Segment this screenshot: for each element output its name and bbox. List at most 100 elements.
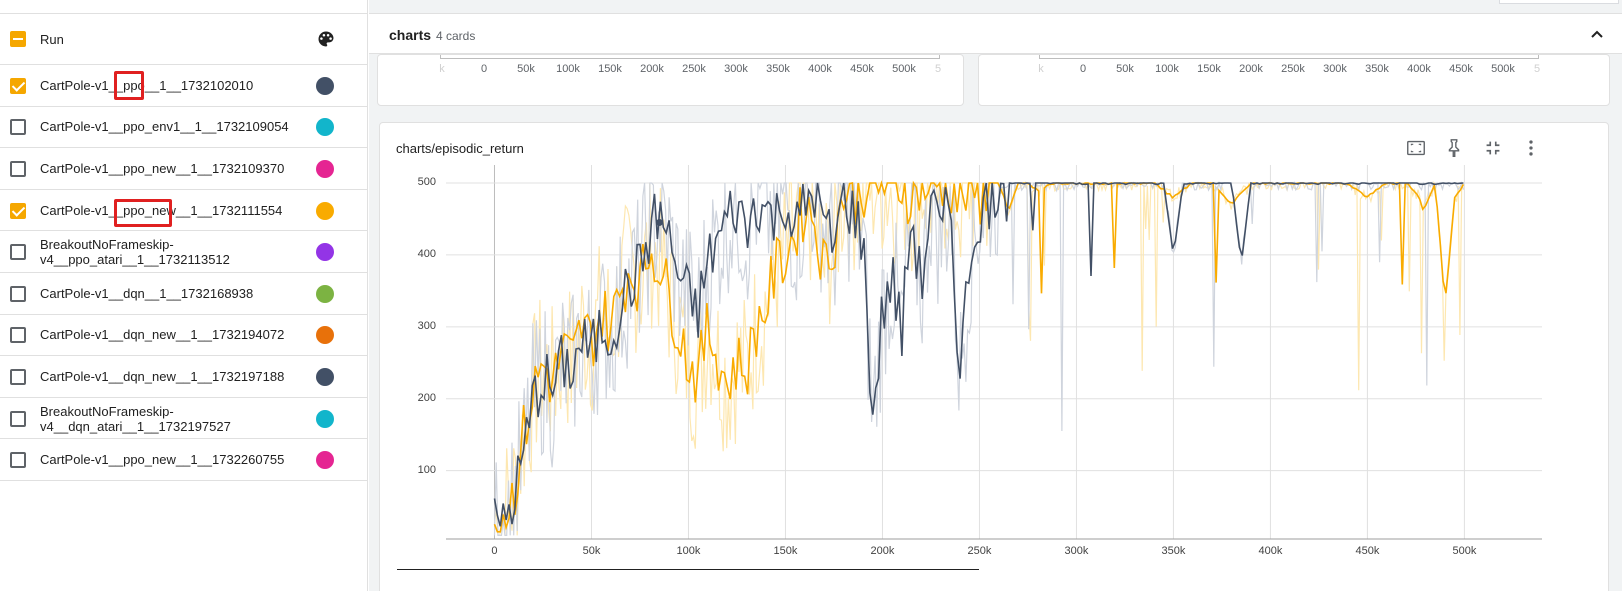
- episodic-return-plot[interactable]: [380, 123, 1610, 583]
- run-row[interactable]: CartPole-v1__ppo_env1__1__1732109054: [0, 107, 368, 149]
- run-color-swatch[interactable]: [316, 118, 334, 137]
- run-color-swatch[interactable]: [316, 201, 334, 220]
- fullscreen-exit-icon[interactable]: [1482, 137, 1504, 159]
- run-name: BreakoutNoFrameskip-v4__ppo_atari__1__17…: [40, 237, 290, 267]
- run-name: CartPole-v1__ppo_new__1__1732109370: [40, 160, 285, 176]
- run-row[interactable]: BreakoutNoFrameskip-v4__dqn_atari__1__17…: [0, 398, 368, 440]
- y-tick-label: 100: [417, 463, 436, 476]
- mini-x-tick: 100k: [1155, 63, 1179, 75]
- mini-x-tick-faded: k: [1038, 63, 1044, 75]
- main-top-strip: [369, 0, 1622, 14]
- run-row[interactable]: CartPole-v1__dqn_new__1__1732197188: [0, 356, 368, 398]
- run-color-swatch[interactable]: [316, 367, 334, 386]
- mini-x-tick: 50k: [1116, 63, 1134, 75]
- run-color-swatch[interactable]: [316, 284, 334, 303]
- sidebar-top-strip: [0, 0, 368, 14]
- mini-axis-line: [1039, 55, 1539, 59]
- x-tick-label: 300k: [1064, 545, 1089, 557]
- mini-x-tick-faded: 5: [1533, 63, 1541, 75]
- more-vert-icon[interactable]: [1520, 137, 1542, 159]
- y-tick-label: 300: [417, 319, 436, 332]
- top-toolbar-tabs[interactable]: [1499, 0, 1619, 4]
- run-name: CartPole-v1__dqn_new__1__1732194072: [40, 327, 285, 343]
- run-name-line-2: v4__dqn_atari__1__1732197527: [40, 418, 231, 434]
- mini-x-tick: 50k: [517, 63, 535, 75]
- mini-x-tick: 450k: [1449, 63, 1473, 75]
- run-checkbox[interactable]: [10, 119, 26, 136]
- run-row[interactable]: CartPole-v1__ppo__1__1732102010: [0, 65, 368, 107]
- runs-header-label: Run: [40, 32, 64, 47]
- run-row[interactable]: CartPole-v1__dqn__1__1732168938: [0, 273, 368, 315]
- run-name-line-1: BreakoutNoFrameskip-: [40, 403, 174, 419]
- mini-x-tick: 100k: [556, 63, 580, 75]
- run-name: BreakoutNoFrameskip-v4__dqn_atari__1__17…: [40, 404, 290, 434]
- run-color-swatch[interactable]: [316, 326, 334, 345]
- runs-sidebar: Run CartPole-v1__ppo__1__1732102010 CartP…: [0, 0, 368, 591]
- select-all-checkbox[interactable]: [10, 31, 26, 47]
- mini-x-tick: 0: [480, 63, 488, 75]
- run-name: CartPole-v1__ppo_new__1__1732260755: [40, 452, 285, 468]
- run-row[interactable]: CartPole-v1__ppo_new__1__1732260755: [0, 439, 368, 481]
- highlight-box-ppo-new: [114, 199, 172, 227]
- runs-header-row: Run: [0, 14, 368, 65]
- run-checkbox[interactable]: [10, 202, 26, 219]
- run-color-swatch[interactable]: [316, 451, 334, 470]
- chart-bottom-line: [397, 569, 979, 570]
- y-tick-label: 200: [417, 391, 436, 404]
- run-row[interactable]: CartPole-v1__ppo_new__1__1732109370: [0, 148, 368, 190]
- run-name: CartPole-v1__dqn_new__1__1732197188: [40, 368, 285, 384]
- mini-x-tick-faded: 5: [934, 63, 942, 75]
- x-tick-label: 450k: [1355, 545, 1380, 557]
- run-checkbox[interactable]: [10, 160, 26, 177]
- palette-icon[interactable]: [316, 29, 336, 49]
- run-color-swatch[interactable]: [316, 159, 334, 178]
- run-checkbox[interactable]: [10, 77, 26, 94]
- episodic-return-chart-card[interactable]: charts/episodic_return 100 200 300 400 500 0 5…: [379, 122, 1609, 591]
- x-tick-label: 150k: [773, 545, 798, 557]
- mini-x-tick: 350k: [766, 63, 790, 75]
- run-color-swatch[interactable]: [316, 409, 334, 428]
- run-name: CartPole-v1__ppo__1__1732102010: [40, 77, 254, 93]
- main-panel: charts 4 cards k 0 50k 100k 150k 200k 250k 300k…: [369, 0, 1622, 591]
- x-tick-label: 200k: [870, 545, 895, 557]
- mini-x-tick: 450k: [850, 63, 874, 75]
- mini-axis-line: [440, 55, 940, 59]
- mini-x-tick: 400k: [808, 63, 832, 75]
- highlight-box-ppo: [114, 71, 144, 100]
- pin-icon[interactable]: [1443, 137, 1465, 159]
- run-name: CartPole-v1__dqn__1__1732168938: [40, 285, 254, 301]
- mini-x-tick: 300k: [1323, 63, 1347, 75]
- mini-x-tick: 250k: [682, 63, 706, 75]
- x-tick-label: 50k: [582, 545, 601, 557]
- run-checkbox[interactable]: [10, 244, 26, 261]
- mini-chart-card-right[interactable]: k 0 50k 100k 150k 200k 250k 300k 350k 400k 450k 500…: [978, 54, 1610, 106]
- chevron-up-icon[interactable]: [1589, 26, 1605, 42]
- x-tick-label: 350k: [1161, 545, 1186, 557]
- mini-x-tick: 500k: [1491, 63, 1515, 75]
- run-row[interactable]: BreakoutNoFrameskip-v4__ppo_atari__1__17…: [0, 231, 368, 273]
- section-header[interactable]: charts 4 cards: [369, 14, 1622, 54]
- hover-point-marker: [655, 219, 663, 227]
- run-checkbox[interactable]: [10, 285, 26, 302]
- mini-x-tick: 150k: [598, 63, 622, 75]
- run-checkbox[interactable]: [10, 368, 26, 385]
- fit-domain-icon[interactable]: [1405, 137, 1427, 159]
- run-name: CartPole-v1__ppo_env1__1__1732109054: [40, 119, 289, 135]
- mini-x-tick-faded: k: [439, 63, 445, 75]
- run-checkbox[interactable]: [10, 410, 26, 427]
- x-tick-label: 100k: [676, 545, 701, 557]
- run-row[interactable]: CartPole-v1__dqn_new__1__1732194072: [0, 315, 368, 357]
- run-checkbox[interactable]: [10, 327, 26, 344]
- mini-x-tick: 350k: [1365, 63, 1389, 75]
- run-color-swatch[interactable]: [316, 76, 334, 95]
- mini-x-tick: 500k: [892, 63, 916, 75]
- mini-x-tick: 150k: [1197, 63, 1221, 75]
- mini-x-tick: 200k: [640, 63, 664, 75]
- mini-x-tick: 400k: [1407, 63, 1431, 75]
- mini-x-tick: 250k: [1281, 63, 1305, 75]
- run-row[interactable]: CartPole-v1__ppo_new__1__1732111554: [0, 190, 368, 232]
- run-color-swatch[interactable]: [316, 243, 334, 262]
- mini-chart-card-left[interactable]: k 0 50k 100k 150k 200k 250k 300k 350k 400k 450k 500…: [377, 54, 964, 106]
- x-tick-label: 250k: [967, 545, 992, 557]
- run-checkbox[interactable]: [10, 452, 26, 469]
